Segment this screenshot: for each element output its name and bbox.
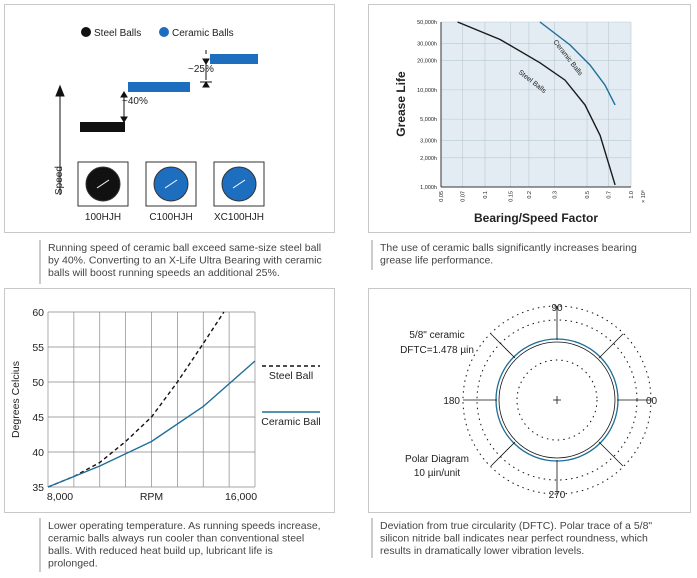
caption-line: balls. With reduced heat build up, lubri… bbox=[48, 545, 273, 557]
x-axis-label: Bearing/Speed Factor bbox=[474, 211, 598, 225]
plot-area bbox=[441, 22, 631, 187]
legend-label: Ceramic Ball bbox=[261, 416, 321, 428]
speed-bar bbox=[80, 122, 125, 132]
y-tick-label: 60 bbox=[32, 307, 44, 319]
angle-label: 00 bbox=[646, 396, 658, 407]
caption-line: ceramic balls always run cooler than con… bbox=[48, 533, 304, 545]
axis-label: Speed bbox=[54, 166, 65, 195]
step-arrows bbox=[55, 50, 212, 195]
x-tick-label: 0.3 bbox=[553, 191, 559, 199]
y-axis-label: Degrees Celcius bbox=[10, 361, 22, 438]
step-label: ~40% bbox=[122, 96, 148, 107]
caption-line: prolonged. bbox=[48, 558, 98, 570]
y-tick-label: 55 bbox=[32, 342, 44, 354]
x-tick-label: 0.05 bbox=[439, 191, 445, 202]
x-tick-label: 8,000 bbox=[47, 491, 73, 503]
caption-line: grease life performance. bbox=[380, 255, 493, 267]
y-tick-label: 30,000h bbox=[417, 42, 437, 48]
x-unit: × 10⁶ bbox=[640, 190, 647, 203]
angle-label: 180 bbox=[443, 396, 460, 407]
y-tick-label: 5,000h bbox=[420, 117, 437, 123]
legend-label: Ceramic Balls bbox=[172, 28, 234, 39]
y-tick-label: 50 bbox=[32, 377, 44, 389]
bearing-label: XC100HJH bbox=[214, 212, 264, 223]
x-tick-label: 0.2 bbox=[527, 191, 533, 199]
x-tick-label: 0.1 bbox=[483, 191, 489, 199]
caption-line: Lower operating temperature. As running … bbox=[48, 520, 321, 532]
bearing-icons bbox=[77, 161, 265, 207]
x-tick-label: 16,000 bbox=[225, 491, 257, 503]
sample-label: 5/8" ceramic bbox=[409, 330, 464, 341]
y-tick-label: 10,000h bbox=[417, 88, 437, 94]
x-tick-label: 0.5 bbox=[585, 191, 591, 199]
x-tick-label: 0.7 bbox=[606, 191, 612, 199]
legend-label: Steel Balls bbox=[94, 28, 141, 39]
caption-line: silicon nitride ball indicates near perf… bbox=[380, 533, 648, 545]
caption-line: Running speed of ceramic ball exceed sam… bbox=[48, 242, 321, 254]
temperature-panel bbox=[4, 288, 335, 513]
caption-line: by 40%. Converting to an X-Life Ultra Be… bbox=[48, 255, 322, 267]
angle-label: 90 bbox=[551, 303, 563, 314]
y-tick-label: 2,000h bbox=[420, 156, 437, 162]
caption-line: balls will boost running speeds an addit… bbox=[48, 267, 280, 279]
x-axis-label: RPM bbox=[140, 491, 163, 503]
angle-label: 270 bbox=[549, 490, 566, 501]
series-line bbox=[457, 21, 616, 186]
scale-label: 10 µin/unit bbox=[414, 468, 461, 479]
x-tick-label: 1.0 bbox=[629, 191, 635, 199]
speed-bar bbox=[128, 82, 190, 92]
y-tick-label: 3,000h bbox=[420, 139, 437, 145]
step-label: ~25% bbox=[188, 64, 214, 75]
y-tick-label: 40 bbox=[32, 447, 44, 459]
legend-dot bbox=[81, 27, 91, 37]
sample-label: DFTC=1.478 µin bbox=[400, 345, 474, 356]
y-tick-label: 50,000h bbox=[417, 20, 437, 26]
bearing-label: C100HJH bbox=[149, 212, 192, 223]
y-tick-label: 45 bbox=[32, 412, 44, 424]
y-axis-label: Grease Life bbox=[394, 71, 408, 137]
y-tick-label: 20,000h bbox=[417, 59, 437, 65]
x-tick-label: 0.07 bbox=[460, 191, 466, 202]
series-line bbox=[47, 311, 225, 488]
y-tick-label: 35 bbox=[32, 482, 44, 494]
polar-diagram bbox=[462, 305, 652, 495]
caption-line: Deviation from true circularity (DFTC). … bbox=[380, 520, 652, 532]
scale-label: Polar Diagram bbox=[405, 454, 469, 465]
caption-line: results in dramatically lower vibration … bbox=[380, 545, 584, 557]
series-line bbox=[47, 360, 256, 488]
speed-bar bbox=[210, 54, 258, 64]
bearing-label: 100HJH bbox=[85, 212, 121, 223]
caption-line: The use of ceramic balls significantly i… bbox=[380, 242, 637, 254]
y-tick-label: 1,000h bbox=[420, 185, 437, 191]
legend-label: Steel Ball bbox=[269, 370, 313, 382]
series-line bbox=[539, 21, 616, 106]
x-tick-label: 0.15 bbox=[509, 191, 515, 202]
legend-dot bbox=[159, 27, 169, 37]
